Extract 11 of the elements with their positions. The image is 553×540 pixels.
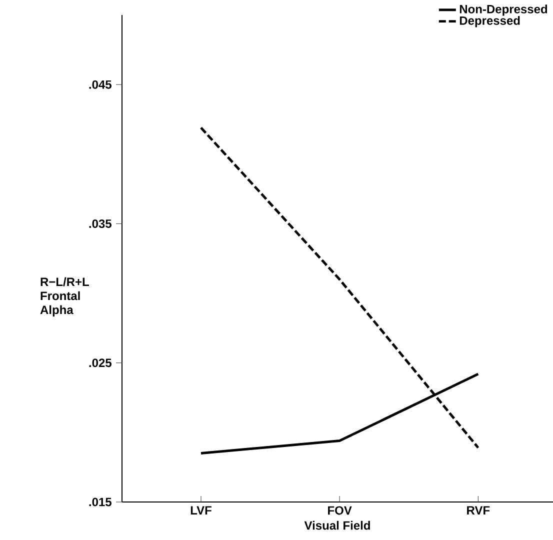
legend-label: Non-Depressed [460, 4, 548, 16]
y-tick-label: .015 [89, 498, 112, 506]
y-tick-label: .025 [89, 358, 112, 368]
y-tick-label: .035 [89, 219, 112, 228]
x-axis-title: Visual Field [304, 520, 370, 530]
x-tick-label: RVF [467, 506, 490, 514]
x-tick-label: LVF [190, 506, 212, 514]
x-tick-label: FOV [328, 506, 352, 515]
y-axis-title: R−L/R+L Frontal Alpha [40, 277, 89, 316]
legend-label: Depressed [460, 16, 520, 28]
y-tick-label: .045 [89, 80, 112, 89]
